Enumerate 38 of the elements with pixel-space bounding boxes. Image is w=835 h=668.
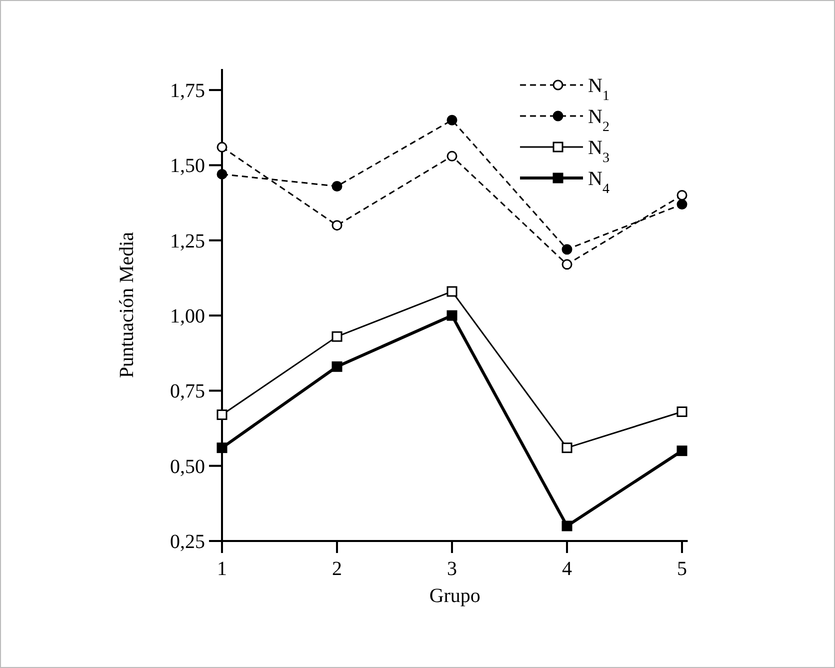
point <box>446 286 458 297</box>
point <box>676 446 688 456</box>
point <box>676 199 688 210</box>
point <box>216 442 228 454</box>
x-tick-label: 3 <box>447 558 457 580</box>
y-tick-label: 1,00 <box>170 306 205 328</box>
point <box>446 310 458 321</box>
y-tick-label: 1,25 <box>170 230 205 252</box>
y-tick-label: 0,75 <box>170 380 205 403</box>
point <box>332 331 342 342</box>
point <box>446 150 458 162</box>
y-tick-label: 1,50 <box>170 155 205 178</box>
point <box>332 181 342 192</box>
legend-label: N$_{1}$ <box>588 75 610 104</box>
point <box>216 142 228 152</box>
y-tick-label: 0,25 <box>170 531 205 553</box>
legend-label: N$_{4}$ <box>588 168 610 196</box>
point <box>562 244 572 255</box>
point <box>332 220 342 231</box>
point <box>562 520 572 532</box>
x-axis-title: Grupo <box>429 585 480 607</box>
point <box>216 409 228 420</box>
y-axis-title: Puntuación Media <box>116 232 138 378</box>
y-tick-label: 0,50 <box>170 456 205 478</box>
legend-label: N$_{2}$ <box>588 106 610 134</box>
x-tick-label: 4 <box>562 558 572 580</box>
y-tick-label: 1,75 <box>170 80 205 102</box>
point <box>216 168 228 180</box>
x-tick-label: 2 <box>332 558 342 580</box>
point <box>332 361 342 372</box>
legend-label: N$_{3}$ <box>588 137 610 166</box>
x-tick-label: 1 <box>217 558 227 580</box>
point <box>676 406 688 417</box>
point <box>562 259 572 270</box>
point <box>676 190 688 201</box>
x-tick-label: 5 <box>677 558 687 580</box>
point <box>446 114 458 126</box>
point <box>562 442 572 454</box>
